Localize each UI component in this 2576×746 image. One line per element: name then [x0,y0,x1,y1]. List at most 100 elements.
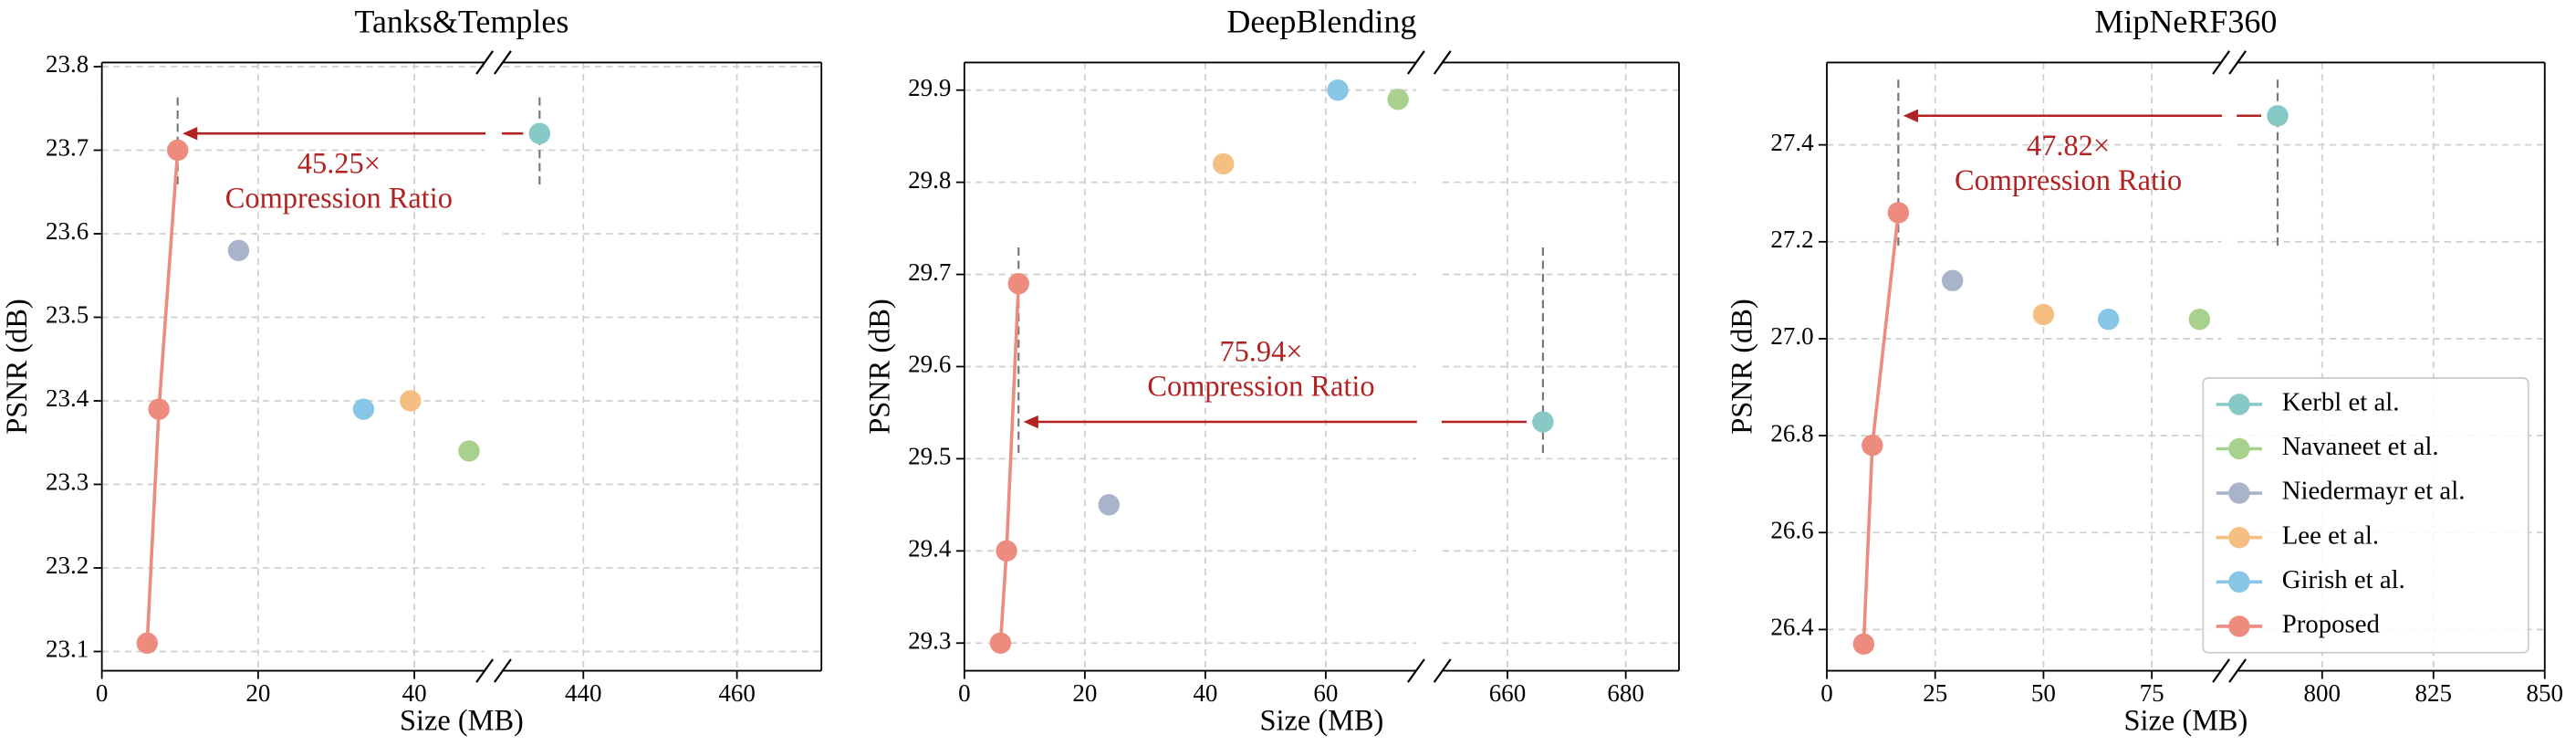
legend-marker [2228,437,2250,460]
point [1532,411,1554,433]
arrow-head [1023,415,1038,429]
point [148,398,170,420]
x-tick-label: 460 [718,679,756,707]
y-axis-label: PSNR (dB) [863,299,896,434]
x-axis-label: Size (MB) [1259,705,1383,738]
x-axis-label: Size (MB) [2123,705,2247,738]
legend-marker [2228,394,2250,415]
y-tick-label: 27.2 [1770,226,1813,253]
x-tick-label: 75 [2140,679,2164,707]
y-axis-label: PSNR (dB) [1,299,34,434]
y-tick-label: 27.0 [1770,322,1813,350]
y-tick-label: 23.2 [46,552,89,579]
axis-break [1433,658,1452,683]
legend-label: Girish et al. [2282,565,2405,594]
x-tick-label: 20 [1072,679,1097,707]
y-tick-label: 23.6 [46,217,89,245]
axis-break [494,658,512,683]
panel: 26.4 26.6 26.8 27.0 27.2 27.4 0 25 50 75 800 825 850… [1726,3,2563,737]
x-tick-label: 800 [2304,679,2341,707]
point [2097,309,2120,331]
panel: 29.3 29.4 29.5 29.6 29.7 29.8 29.9 0 20 40 60 660 68… [863,3,1680,738]
legend-label: Kerbl et al. [2282,387,2400,416]
legend-label: Niedermayr et al. [2282,477,2466,506]
axis-gap [1416,58,1442,675]
y-tick-label: 26.8 [1770,419,1813,447]
annotation: Compression Ratio [225,182,453,215]
x-tick-label: 825 [2415,679,2453,707]
point [166,139,189,162]
annotation: Compression Ratio [1955,164,2182,197]
arrow-head [1903,109,1918,123]
point [1212,152,1235,175]
y-tick-label: 23.1 [46,636,89,663]
point [136,632,159,655]
point [1862,435,1883,457]
point [352,398,375,420]
axis-break [494,50,512,75]
x-tick-label: 660 [1489,679,1527,707]
axis-gap [485,58,503,675]
legend-marker [2228,615,2250,637]
chart-title: DeepBlending [1226,3,1416,39]
point [1942,269,1964,291]
annotation: Compression Ratio [1147,370,1374,403]
x-tick-label: 850 [2527,679,2564,707]
chart-title: MipNeRF360 [2094,3,2277,39]
annotation: 75.94× [1219,336,1302,369]
x-tick-label: 0 [1820,679,1833,707]
proposed-line [998,283,1021,644]
legend-box [2202,377,2529,654]
axis-break [2228,658,2247,683]
legend-label: Lee et al. [2282,520,2379,550]
legend-label: Proposed [2282,610,2381,639]
axis-break [2228,50,2247,75]
point [1098,494,1120,516]
y-tick-label: 29.9 [908,74,951,101]
point [1327,79,1349,101]
y-tick-label: 23.4 [46,384,89,412]
point [2188,309,2211,331]
point [1387,89,1409,110]
y-tick-label: 23.8 [46,50,89,78]
x-tick-label: 440 [565,679,602,707]
x-tick-label: 60 [1313,679,1338,707]
x-tick-label: 50 [2031,679,2056,707]
x-tick-label: 25 [1923,679,1947,707]
point [989,632,1012,654]
point [1887,202,1910,224]
legend-marker [2228,482,2250,504]
y-tick-label: 23.5 [46,301,89,329]
panel: 23.1 23.2 23.3 23.4 23.5 23.6 23.7 23.8 0 20 40 440… [1,3,823,738]
point [2032,303,2055,326]
y-tick-label: 29.8 [908,166,951,194]
axis-break [1407,658,1425,683]
axis-break [1407,50,1425,75]
axis-break [1433,50,1452,75]
chart-title: Tanks&Temples [354,3,568,39]
y-tick-label: 29.6 [908,351,951,378]
point [996,540,1017,562]
y-tick-label: 23.7 [46,134,89,162]
arrow-head [183,126,198,141]
annotation: 47.82× [2027,130,2110,163]
point [227,239,250,261]
y-tick-label: 29.5 [908,443,951,470]
x-tick-label: 680 [1607,679,1644,707]
x-tick-label: 20 [245,679,270,707]
point [458,440,480,462]
point [1007,272,1029,295]
annotation: 45.25× [297,148,381,181]
x-tick-label: 0 [96,679,108,707]
y-tick-label: 23.3 [46,468,89,496]
y-tick-label: 27.4 [1770,129,1814,156]
x-tick-label: 40 [402,679,427,707]
point [400,390,422,412]
y-tick-label: 29.7 [908,258,951,286]
proposed-line [145,150,180,644]
y-tick-label: 29.4 [908,535,952,562]
legend-label: Navaneet et al. [2282,432,2439,461]
axis-break [475,50,495,75]
point [2267,105,2289,127]
